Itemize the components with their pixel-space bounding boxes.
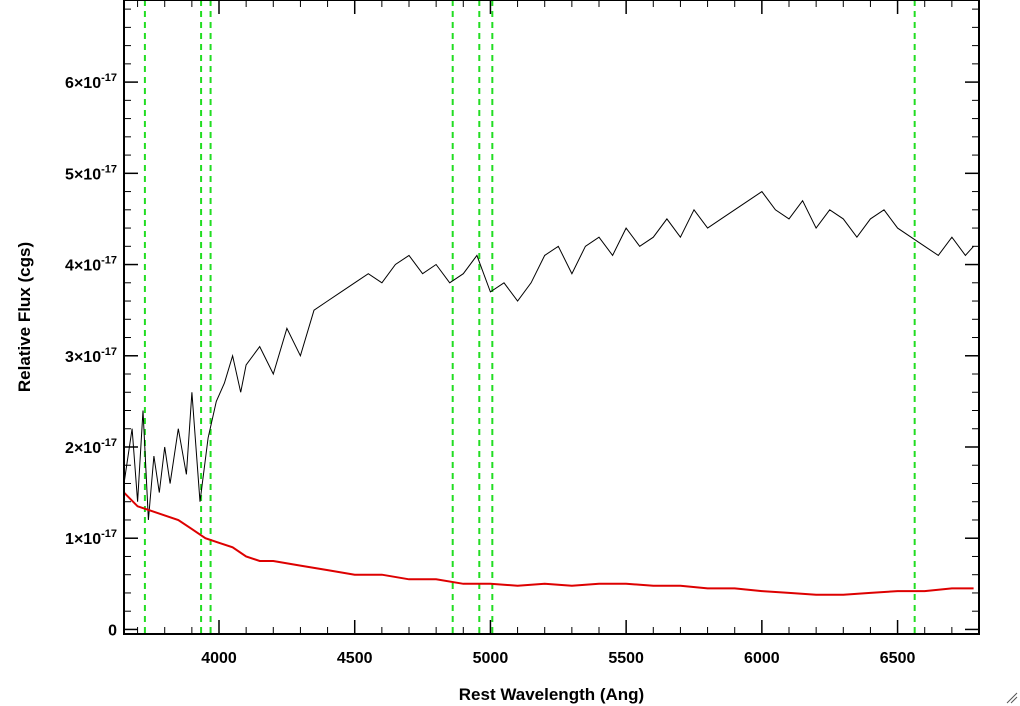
x-tick-label: 5500 bbox=[608, 650, 644, 667]
x-tick-label: 4000 bbox=[201, 650, 237, 667]
x-tick-label: 4500 bbox=[337, 650, 373, 667]
x-tick-label: 5000 bbox=[473, 650, 509, 667]
y-tick-label: 4×10-17 bbox=[65, 255, 117, 275]
model-spectrum-line bbox=[123, 491, 974, 596]
y-axis-label: Relative Flux (cgs) bbox=[15, 242, 34, 392]
y-tick-label: 0 bbox=[108, 622, 117, 639]
spectrum-series bbox=[123, 190, 974, 596]
resize-grip-icon[interactable] bbox=[1006, 692, 1018, 704]
x-tick-label: 6000 bbox=[744, 650, 780, 667]
y-tick-label: 5×10-17 bbox=[65, 163, 117, 183]
y-tick-label: 1×10-17 bbox=[65, 528, 117, 548]
plot-frame bbox=[123, 0, 980, 635]
observed-spectrum-line bbox=[123, 190, 974, 521]
axis-ticks bbox=[124, 0, 980, 634]
y-tick-label: 3×10-17 bbox=[65, 346, 117, 366]
y-tick-label: 2×10-17 bbox=[65, 437, 117, 457]
x-tick-labels: 4000 4500 5000 5500 6000 6500 bbox=[201, 650, 915, 667]
y-tick-label: 6×10-17 bbox=[65, 72, 117, 92]
emission-line-markers bbox=[143, 0, 916, 634]
x-tick-label: 6500 bbox=[880, 650, 916, 667]
y-tick-labels: 0 1×10-17 2×10-17 3×10-17 4×10-17 5×10-17 6×10… bbox=[65, 72, 117, 639]
x-axis-label: Rest Wavelength (Ang) bbox=[459, 685, 644, 704]
